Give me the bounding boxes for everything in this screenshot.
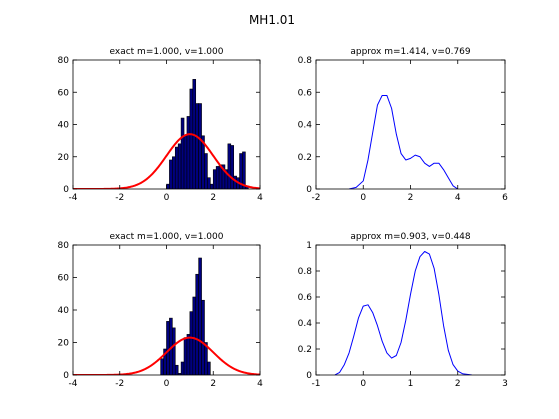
histogram-bar <box>198 257 202 375</box>
plot-area <box>73 79 260 189</box>
subplot-4: approx m=0.903, v=0.448-1 0 1 2 300.20.40.60… <box>298 232 508 389</box>
y-tick-label: 0.8 <box>298 267 313 277</box>
histogram-bar <box>189 311 194 375</box>
histogram-bar <box>212 169 217 189</box>
x-tick-label: -4 <box>69 193 78 203</box>
histogram-bar <box>183 337 188 375</box>
y-tick-label: 40 <box>58 306 70 316</box>
histogram-bar <box>215 166 220 189</box>
x-tick-label: -2 <box>115 379 124 389</box>
y-tick-label: 0 <box>63 185 69 195</box>
x-tick-label: 3 <box>502 379 508 389</box>
subplot-title: exact m=1.000, v=1.000 <box>110 232 224 242</box>
x-tick-label: 4 <box>257 379 263 389</box>
histogram-bar <box>195 103 199 189</box>
x-tick-label: 4 <box>257 193 263 203</box>
x-tick-label: 1 <box>408 379 414 389</box>
y-tick-label: 40 <box>58 121 70 131</box>
x-tick-label: 0 <box>164 379 170 389</box>
axes-box <box>315 244 506 376</box>
x-tick-label: 2 <box>210 193 216 203</box>
y-tick-label: 0.8 <box>298 56 313 66</box>
histogram-bar <box>174 364 179 375</box>
y-tick-label: 0.6 <box>298 293 313 303</box>
histogram-bar <box>172 156 176 189</box>
histogram-bar <box>233 175 237 189</box>
histogram-bar <box>242 151 246 189</box>
x-tick-label: -2 <box>115 193 124 203</box>
histogram-bar <box>207 361 211 375</box>
x-tick-label: -1 <box>312 379 321 389</box>
y-tick-label: 0 <box>63 371 69 381</box>
x-tick-label: -4 <box>69 379 78 389</box>
y-tick-label: 0 <box>306 371 312 381</box>
plot-area <box>73 257 260 375</box>
y-tick-label: 0.2 <box>298 153 312 163</box>
histogram-bar <box>177 143 182 189</box>
plot-area <box>348 94 459 189</box>
x-tick-label: 4 <box>455 193 461 203</box>
x-tick-label: 0 <box>360 379 366 389</box>
y-tick-label: 0.6 <box>298 88 313 98</box>
histogram-bar <box>169 159 173 189</box>
y-tick-label: 80 <box>58 241 70 251</box>
histogram-bar <box>160 358 164 375</box>
histogram-bar <box>227 143 232 189</box>
subplot-title: approx m=0.903, v=0.448 <box>350 232 471 242</box>
x-tick-label: -2 <box>312 193 321 203</box>
histogram-bar <box>204 342 208 375</box>
y-tick-label: 80 <box>58 56 70 66</box>
y-tick-label: 0.4 <box>298 319 313 329</box>
y-tick-label: 0.2 <box>298 345 312 355</box>
histogram-bar <box>207 177 211 189</box>
subplot-title: exact m=1.000, v=1.000 <box>110 47 224 57</box>
histogram-bar <box>192 296 197 375</box>
histogram-bar <box>195 273 199 375</box>
y-tick-label: 0.4 <box>298 121 313 131</box>
histogram-bar <box>180 117 185 189</box>
y-tick-label: 60 <box>58 274 70 284</box>
histogram-bar <box>172 327 176 375</box>
x-tick-label: 2 <box>408 193 414 203</box>
y-tick-label: 20 <box>58 153 70 163</box>
y-tick-label: 1 <box>306 241 312 251</box>
y-tick-label: 60 <box>58 88 70 98</box>
histogram-bar <box>180 361 185 375</box>
histogram-bar <box>204 153 208 189</box>
histogram-bar <box>174 146 179 189</box>
plot-area <box>334 251 472 375</box>
density-line <box>334 251 472 375</box>
figure-title: MH1.01 <box>249 13 295 27</box>
histogram-bar <box>186 334 191 375</box>
histogram-bar <box>210 183 214 189</box>
y-tick-label: 0 <box>306 185 312 195</box>
x-tick-label: 2 <box>210 379 216 389</box>
histogram-bar <box>183 135 188 189</box>
y-tick-label: 20 <box>58 339 70 349</box>
x-tick-label: 6 <box>502 193 508 203</box>
histogram-bar <box>189 88 194 189</box>
histogram-bar <box>166 183 170 189</box>
histogram-bar <box>198 103 202 189</box>
subplot-title: approx m=1.414, v=0.769 <box>350 47 471 57</box>
density-line <box>348 94 459 189</box>
histogram-bar <box>166 321 170 375</box>
x-tick-label: 0 <box>164 193 170 203</box>
x-tick-label: 0 <box>360 193 366 203</box>
histogram-bar <box>230 145 235 189</box>
histogram-bar <box>201 299 205 375</box>
x-tick-label: 2 <box>455 379 461 389</box>
subplot-2: approx m=1.414, v=0.769-2 0 2 4 600.20.40.60… <box>298 47 508 203</box>
histogram-bar <box>186 116 191 189</box>
axes-box <box>315 59 506 190</box>
